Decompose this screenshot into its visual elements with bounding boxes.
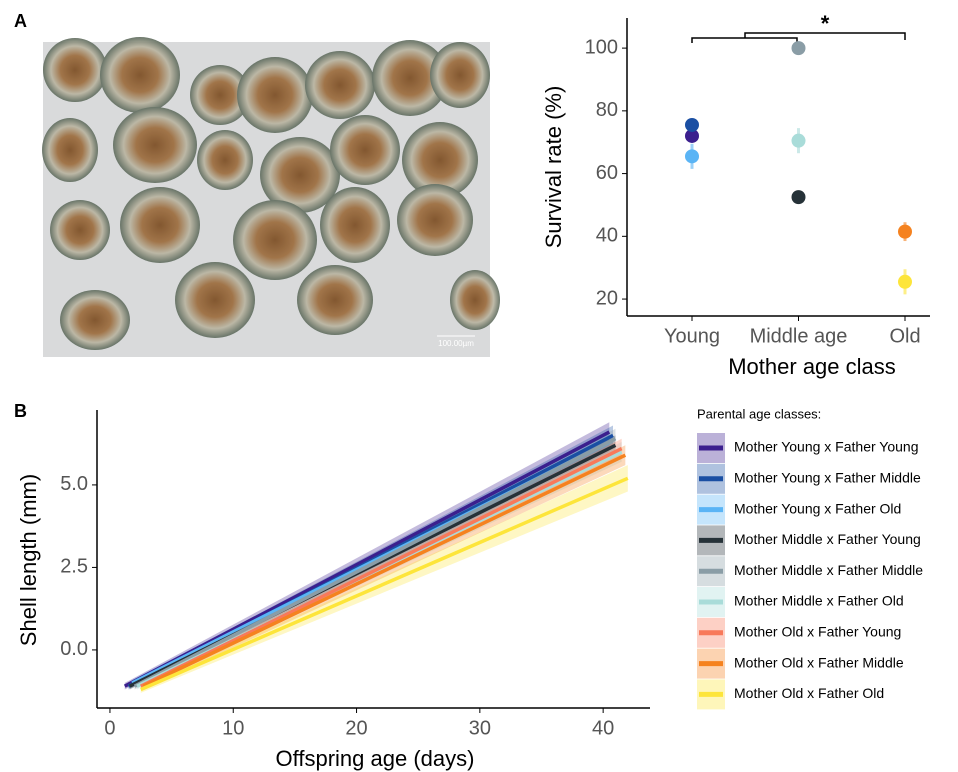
y-tick-label: 5.0 bbox=[60, 473, 88, 495]
y-tick-label: 60 bbox=[596, 162, 618, 184]
y-tick-label: 0.0 bbox=[60, 638, 88, 660]
point bbox=[791, 41, 806, 56]
x-tick-label: 20 bbox=[345, 717, 367, 739]
point bbox=[685, 149, 699, 164]
x-tick-label: Young bbox=[664, 325, 720, 347]
line bbox=[140, 476, 629, 692]
x-tick-label: Middle age bbox=[750, 325, 848, 347]
y-axis-label: Survival rate (%) bbox=[541, 86, 566, 249]
x-axis-label: Mother age class bbox=[728, 354, 896, 379]
point bbox=[791, 133, 806, 148]
y-tick-label: 80 bbox=[596, 99, 618, 121]
y-tick-label: 40 bbox=[596, 225, 618, 247]
line bbox=[142, 453, 627, 688]
x-axis-label: Offspring age (days) bbox=[276, 746, 475, 771]
y-axis-label: Shell length (mm) bbox=[16, 474, 41, 646]
legend-label: Mother Middle x Father Middle bbox=[734, 562, 923, 578]
panel-label: A bbox=[14, 11, 27, 31]
x-tick-label: Old bbox=[889, 325, 920, 347]
point bbox=[685, 128, 699, 143]
legend-label: Mother Old x Father Middle bbox=[734, 654, 904, 670]
panel-label: B bbox=[14, 401, 27, 421]
point bbox=[898, 224, 912, 239]
legend-label: Mother Old x Father Young bbox=[734, 624, 901, 640]
x-tick-label: 30 bbox=[469, 717, 491, 739]
legend-label: Mother Middle x Father Old bbox=[734, 593, 904, 609]
legend-label: Mother Old x Father Old bbox=[734, 685, 884, 701]
x-tick-label: 10 bbox=[222, 717, 244, 739]
line bbox=[133, 437, 617, 688]
legend-title: Parental age classes: bbox=[697, 406, 821, 421]
y-tick-label: 2.5 bbox=[60, 556, 88, 578]
legend-label: Mother Young x Father Old bbox=[734, 500, 901, 516]
significance-bracket bbox=[691, 32, 906, 43]
point bbox=[898, 274, 912, 289]
point bbox=[685, 117, 699, 132]
legend-label: Mother Young x Father Middle bbox=[734, 470, 921, 486]
point bbox=[791, 190, 806, 205]
y-tick-label: 100 bbox=[585, 36, 618, 58]
x-tick-label: 0 bbox=[104, 717, 115, 739]
significance: * bbox=[821, 11, 830, 36]
line bbox=[123, 430, 611, 688]
photo: 100.00µm bbox=[42, 37, 500, 357]
scale-label: 100.00µm bbox=[438, 339, 474, 348]
line bbox=[139, 447, 623, 688]
y-tick-label: 20 bbox=[596, 287, 618, 309]
legend-label: Mother Young x Father Young bbox=[734, 439, 918, 455]
legend-label: Mother Middle x Father Young bbox=[734, 531, 921, 547]
x-tick-label: 40 bbox=[592, 717, 614, 739]
